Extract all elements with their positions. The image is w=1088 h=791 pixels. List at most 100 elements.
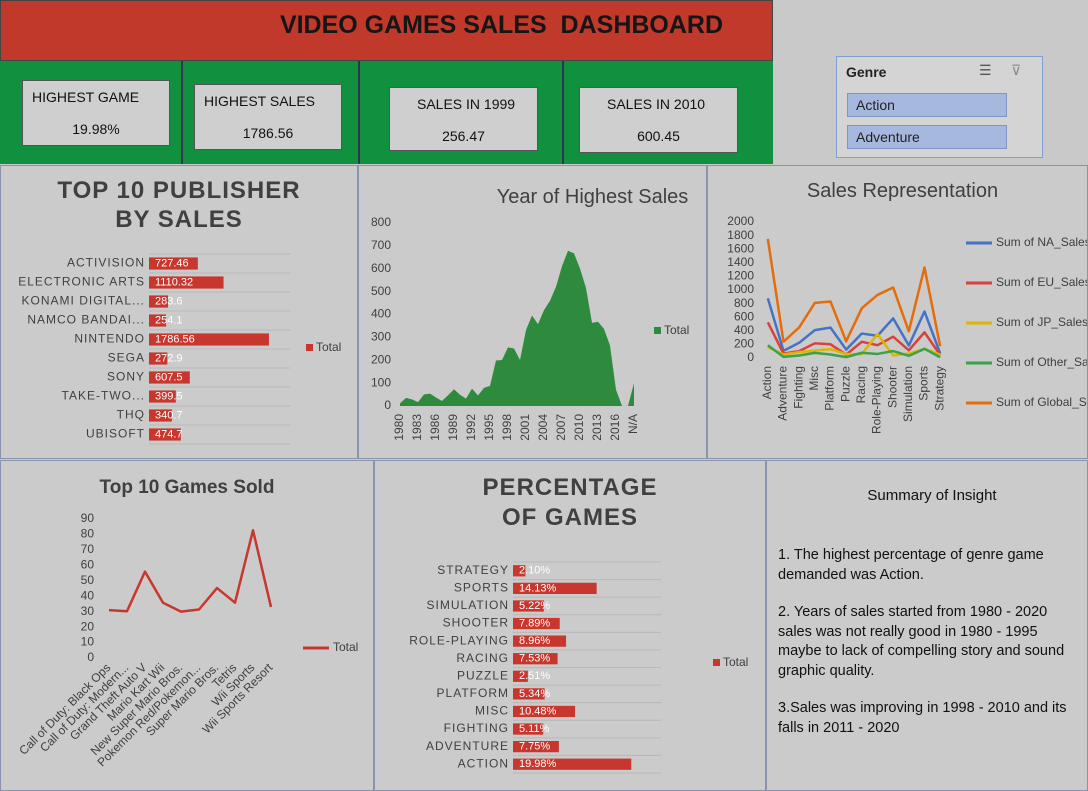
y-tick-label: 10 bbox=[81, 635, 95, 649]
data-label: 1786.56 bbox=[155, 333, 195, 345]
y-tick-label: 2000 bbox=[727, 214, 754, 228]
legend-label: Total bbox=[664, 323, 689, 337]
data-label: 474.7 bbox=[155, 428, 183, 440]
x-tick-label: 2004 bbox=[536, 414, 550, 441]
y-tick-label: 400 bbox=[734, 323, 754, 337]
y-tick-label: SHOOTER bbox=[443, 616, 509, 630]
line bbox=[767, 344, 941, 359]
y-tick-label: 60 bbox=[81, 558, 95, 572]
y-tick-label: UBISOFT bbox=[86, 427, 145, 441]
summary-panel: Summary of Insight 1. The highest percen… bbox=[766, 460, 1088, 791]
x-tick-label: Role-Playing bbox=[870, 366, 884, 434]
bar bbox=[513, 565, 526, 577]
legend-label: Sum of JP_Sales bbox=[996, 315, 1087, 329]
kpi-card: HIGHEST SALES 1786.56 bbox=[194, 84, 342, 150]
legend-label: Sum of EU_Sales bbox=[996, 275, 1087, 289]
kpi-card: SALES IN 2010 600.45 bbox=[579, 87, 738, 153]
bar bbox=[149, 276, 224, 289]
divider bbox=[358, 61, 360, 164]
y-tick-label: STRATEGY bbox=[437, 563, 509, 577]
bar bbox=[513, 740, 559, 753]
data-label: 7.75% bbox=[519, 741, 550, 753]
chart-panel: Sales Representation 0 200 400 600 800 1000 12… bbox=[707, 165, 1088, 459]
slicer-item[interactable]: Adventure bbox=[847, 125, 1007, 149]
y-tick-label: 100 bbox=[371, 375, 391, 389]
x-tick-label: 2010 bbox=[572, 414, 586, 441]
line bbox=[766, 238, 942, 347]
data-label: 2.10% bbox=[519, 565, 550, 577]
chart: 0 100 200 300 400 500 600 700 800 1980 1983 1986 198… bbox=[371, 215, 689, 441]
kpi-value: 1786.56 bbox=[242, 125, 294, 141]
data-label: 254.1 bbox=[155, 314, 183, 326]
y-tick-label: 90 bbox=[81, 511, 95, 525]
x-tick-label: Fighting bbox=[791, 366, 805, 409]
y-tick-label: 200 bbox=[371, 352, 391, 366]
bar bbox=[149, 333, 269, 346]
summary-title: Summary of Insight bbox=[867, 487, 997, 504]
y-tick-label: 0 bbox=[87, 650, 94, 664]
chart: STRATEGY SPORTS SIMULATION SHOOTER ROLE-PLAY… bbox=[409, 561, 748, 774]
x-tick-label: Puzzle bbox=[838, 366, 852, 402]
x-tick-label: Sports bbox=[917, 366, 931, 401]
y-tick-label: MISC bbox=[475, 704, 509, 718]
y-tick-label: 1600 bbox=[727, 241, 754, 255]
clear-filter-icon[interactable]: ⊽ bbox=[1011, 62, 1022, 78]
y-tick-label: ADVENTURE bbox=[426, 739, 509, 753]
bar bbox=[513, 653, 558, 665]
data-label: 8.96% bbox=[519, 635, 550, 647]
y-tick-label: RACING bbox=[456, 651, 509, 665]
x-tick-label: 2001 bbox=[518, 414, 532, 441]
y-tick-label: 40 bbox=[81, 588, 95, 602]
y-tick-label: FIGHTING bbox=[444, 721, 509, 735]
y-tick-label: NINTENDO bbox=[74, 332, 145, 346]
slicer-item[interactable]: Action bbox=[847, 93, 1007, 117]
x-tick-label: 1995 bbox=[482, 414, 496, 441]
data-label: 5.34% bbox=[519, 688, 550, 700]
y-tick-label: 30 bbox=[81, 604, 95, 618]
y-tick-label: SONY bbox=[107, 370, 145, 384]
legend-label: Sum of Global_Sales bbox=[996, 395, 1087, 409]
x-tick-label: Adventure bbox=[776, 366, 790, 421]
x-tick-label: 1992 bbox=[464, 414, 478, 441]
y-tick-label: 600 bbox=[734, 309, 754, 323]
bar bbox=[513, 600, 544, 612]
kpi-label: SALES IN 1999 bbox=[417, 96, 516, 112]
y-tick-label: 1000 bbox=[727, 282, 754, 296]
multi-select-icon[interactable]: ☰ bbox=[979, 62, 992, 78]
chart-panel: Top 10 Games Sold 0 10 20 30 40 50 60 70 80 90 Cal… bbox=[0, 460, 374, 791]
data-label: 14.13% bbox=[519, 582, 557, 594]
x-tick-label: Shooter bbox=[885, 366, 899, 408]
x-tick-label: 2016 bbox=[608, 414, 622, 441]
legend-swatch bbox=[654, 327, 661, 334]
divider bbox=[562, 61, 564, 164]
legend-swatch bbox=[306, 344, 313, 351]
data-label: 399.5 bbox=[155, 390, 183, 402]
data-label: 272.9 bbox=[155, 352, 183, 364]
y-tick-label: 0 bbox=[384, 398, 391, 412]
y-tick-label: THQ bbox=[117, 408, 145, 422]
legend-label: Total bbox=[316, 340, 341, 354]
chart-title: PERCENTAGE OF GAMES bbox=[482, 474, 658, 531]
kpi-label: SALES IN 2010 bbox=[607, 96, 706, 112]
y-tick-label: PLATFORM bbox=[437, 686, 509, 700]
chart-panel: TOP 10 PUBLISHER BY SALES ACTIVISION ELEC… bbox=[0, 165, 358, 459]
x-tick-label: 2007 bbox=[554, 414, 568, 441]
bar bbox=[149, 371, 190, 384]
y-tick-label: 50 bbox=[81, 573, 95, 587]
y-tick-label: 0 bbox=[747, 350, 754, 364]
y-tick-label: 600 bbox=[371, 261, 391, 275]
y-tick-label: SEGA bbox=[108, 351, 145, 365]
bar bbox=[513, 723, 544, 735]
bar bbox=[149, 352, 168, 365]
kpi-value: 19.98% bbox=[72, 121, 120, 137]
data-label: 7.53% bbox=[519, 653, 550, 665]
bar bbox=[149, 257, 198, 270]
chart-panel: Year of Highest Sales 0 100 200 300 400 500 60… bbox=[358, 165, 707, 459]
bar bbox=[513, 617, 560, 630]
data-label: 283.6 bbox=[155, 295, 183, 307]
y-tick-label: TAKE-TWO... bbox=[62, 389, 145, 403]
chart-title: Sales Representation bbox=[806, 180, 999, 202]
chart: ACTIVISION ELECTRONIC ARTS KONAMI DIGITAL.… bbox=[18, 253, 341, 445]
